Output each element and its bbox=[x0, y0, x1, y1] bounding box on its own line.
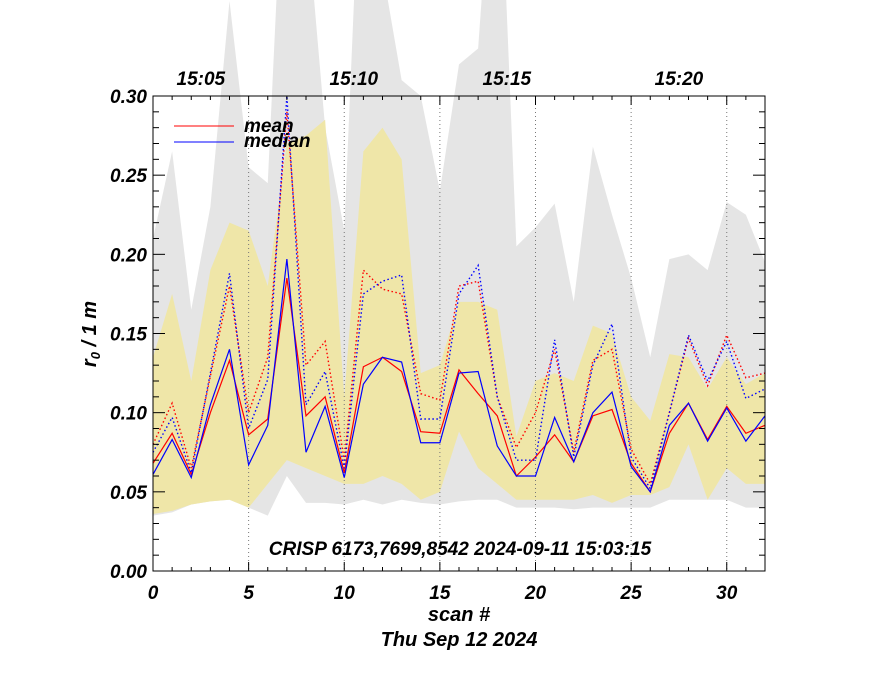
y-tick-label: 0.05 bbox=[110, 483, 147, 504]
x-tick-label: 25 bbox=[620, 583, 643, 604]
time-tick-label: 15:05 bbox=[177, 69, 226, 90]
legend: mean median bbox=[174, 116, 311, 152]
time-tick-label: 15:20 bbox=[655, 69, 704, 90]
y-axis-label: r0 / 1 m bbox=[79, 301, 103, 367]
y-tick-label: 0.10 bbox=[110, 404, 147, 425]
series-lines bbox=[152, 95, 766, 494]
y-tick-label: 0.25 bbox=[110, 166, 147, 187]
x-tick-label: 5 bbox=[243, 583, 254, 604]
series-mean-line bbox=[152, 278, 766, 494]
x-tick-label: 0 bbox=[148, 583, 159, 604]
y-tick-label: 0.00 bbox=[110, 562, 147, 583]
legend-median-label: median bbox=[244, 131, 311, 152]
x-axis-label: scan # bbox=[428, 604, 491, 626]
y-tick-label: 0.30 bbox=[110, 87, 147, 108]
x-tick-label: 20 bbox=[524, 583, 547, 604]
time-tick-label: 15:10 bbox=[330, 69, 379, 90]
x-tick-label: 15 bbox=[429, 583, 451, 604]
series-median-line bbox=[152, 259, 766, 494]
date-label: Thu Sep 12 2024 bbox=[381, 629, 538, 651]
x-tick-label: 30 bbox=[716, 583, 738, 604]
legend-mean-label: mean bbox=[244, 116, 294, 137]
chart-title: CRISP 6173,7699,8542 2024-09-11 15:03:15 bbox=[269, 539, 652, 560]
axes: 0 5 10 15 20 25 30 0.00 0.05 0.10 0.15 0.20 0.25 0.30… bbox=[110, 69, 766, 604]
time-tick-label: 15:15 bbox=[483, 69, 532, 90]
y-tick-label: 0.20 bbox=[110, 245, 147, 266]
y-tick-label: 0.15 bbox=[110, 325, 147, 346]
x-tick-label: 10 bbox=[334, 583, 356, 604]
